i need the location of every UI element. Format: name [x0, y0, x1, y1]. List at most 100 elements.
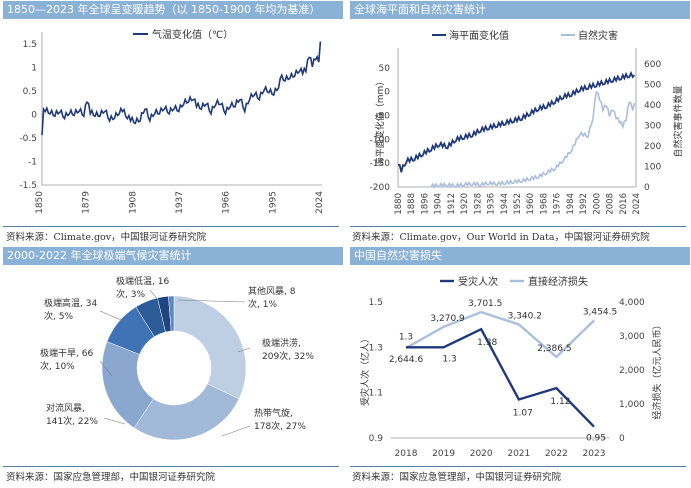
x-tick-label: 1952	[513, 193, 523, 215]
y-tick-label: 0	[31, 110, 37, 120]
slice-label-line2: 次, 1%	[248, 298, 277, 310]
y-left-tick-label: -150	[370, 159, 391, 169]
x-tick-label: 1936	[487, 193, 497, 215]
x-tick-label: 2016	[619, 193, 629, 215]
x-tick-label: 2021	[507, 449, 530, 459]
extreme-panel-title: 2000-2022 年全球极端气候灾害统计	[3, 247, 343, 265]
extreme-source: 资料来源：国家应急管理部，中国银河证券研究院	[6, 472, 216, 483]
x-tick-label: 1912	[447, 193, 457, 215]
temperature-series-line	[41, 41, 322, 136]
legend-label-sea: 海平面变化值	[449, 29, 509, 42]
slice-label-line1: 极端低温, 16	[116, 275, 169, 287]
y-tick-label: 1	[31, 63, 37, 73]
legend-label-loss: 直接经济损失	[528, 275, 588, 288]
leader-line	[149, 289, 159, 301]
loss-data-label: 3,270.9	[430, 314, 465, 324]
x-tick-label: 2019	[432, 449, 455, 459]
loss-data-label: 3,454.5	[583, 308, 617, 318]
legend-label: 气温变化值（℃）	[152, 28, 233, 41]
y-right-tick-label: 0	[619, 434, 625, 444]
leader-line	[237, 347, 251, 353]
x-tick-label: 1995	[268, 191, 278, 214]
slice-flood	[173, 295, 247, 400]
slice-label-line1: 极端干旱, 66	[40, 347, 93, 359]
x-tick-label: 1920	[460, 193, 470, 215]
x-tick-label: 1976	[553, 193, 563, 215]
loss-data-label: 2,386.5	[537, 344, 571, 354]
leader-line	[103, 417, 126, 425]
y-tick-label: 0.5	[23, 87, 37, 97]
slice-label-line2: 次, 3%	[116, 288, 145, 300]
y-right-tick-label: 400	[644, 101, 661, 111]
y-left-tick-label: 1.1	[369, 389, 383, 399]
x-tick-label: 2024	[315, 191, 325, 214]
y-left-axis-label: 海平面变化值（mm）	[374, 77, 386, 167]
people-data-label: 1.07	[513, 408, 533, 418]
x-tick-label: 2018	[395, 449, 418, 459]
y-right-tick-label: 1,000	[619, 400, 645, 410]
y-tick-label: -0.5	[19, 134, 37, 144]
x-tick-label: 1888	[407, 193, 417, 215]
x-tick-label: 1992	[579, 193, 589, 215]
slice-label-line1: 极端洪涝,	[262, 337, 301, 349]
y-left-tick-label: -200	[370, 183, 391, 193]
y-right-tick-label: 300	[644, 122, 661, 132]
y-right-axis-label: 自然灾害事件数量	[672, 85, 684, 157]
x-tick-label: 1880	[394, 193, 404, 215]
loss-panel-title: 中国自然灾害损失	[350, 247, 690, 265]
y-left-tick-label: 50	[379, 64, 391, 74]
x-tick-label: 1904	[434, 193, 444, 215]
extreme-chart: 极端洪涝,209次, 32% 热带气旋,178次, 27% 对流风暴,141次, 2…	[40, 275, 314, 441]
leader-line	[99, 360, 113, 377]
people-data-label: 0.95	[586, 434, 606, 444]
x-tick-label: 2020	[470, 449, 493, 459]
y-left-tick-label: 1.5	[369, 298, 383, 308]
divider	[350, 226, 686, 227]
y-right-tick-label: 500	[644, 81, 661, 91]
y-right-axis-label: 经济损失（亿元人民币）	[651, 320, 663, 419]
people-data-label: 1.38	[477, 338, 497, 348]
disasters-series-line	[430, 90, 636, 189]
y-tick-label: 1.5	[23, 40, 37, 50]
y-left-axis-label: 受灾人次（亿人）	[359, 334, 371, 406]
y-tick-label: -1	[28, 157, 37, 167]
slice-label-line1: 极端高温, 34	[44, 297, 97, 309]
x-tick-label: 1937	[175, 191, 185, 214]
slice-cyclone	[133, 383, 240, 441]
people-data-label: 1.3	[399, 332, 413, 342]
sea-chart: -200-150-100-500500100200300400500600188…	[370, 29, 684, 215]
x-tick-label: 1960	[526, 193, 536, 215]
y-left-tick-label: 0	[384, 88, 390, 98]
people-data-label: 1.3	[442, 354, 456, 364]
x-tick-label: 2024	[632, 193, 642, 215]
x-tick-label: 2000	[592, 193, 602, 215]
x-tick-label: 2022	[545, 449, 568, 459]
x-tick-label: 1968	[539, 193, 549, 215]
slice-label-line2: 次, 10%	[40, 360, 75, 372]
loss-source: 资料来源：国家应急管理部，中国银河证券研究院	[352, 472, 562, 483]
leader-line	[221, 425, 251, 437]
x-tick-label: 1966	[222, 191, 232, 214]
y-right-tick-label: 600	[644, 60, 661, 70]
slice-label-line2: 次, 5%	[44, 310, 73, 322]
y-left-tick-label: -50	[375, 112, 390, 122]
slice-other	[168, 295, 175, 332]
y-tick-label: -1.5	[19, 181, 37, 191]
slice-label-line2: 209次, 32%	[262, 350, 314, 362]
affected-people-line	[406, 327, 595, 428]
y-right-tick-label: 3,000	[619, 332, 645, 342]
temp-panel-title: 1850—2023 年全球呈变暖趋势（以 1850-1900 年均为基准）	[3, 1, 343, 19]
divider	[3, 466, 339, 467]
sea-level-series-line	[397, 70, 636, 173]
legend-label-disasters: 自然灾害	[578, 29, 618, 42]
x-tick-label: 2023	[583, 449, 606, 459]
x-tick-label: 1850	[35, 191, 45, 214]
x-tick-label: 1908	[128, 191, 138, 214]
slice-label-line2: 141次, 22%	[46, 415, 98, 427]
y-right-tick-label: 100	[644, 163, 661, 173]
sea-panel-title: 全球海平面和自然灾害统计	[350, 1, 690, 19]
leader-line	[99, 310, 127, 323]
slice-label-line1: 热带气旋,	[254, 407, 293, 419]
slice-label-line1: 其他风暴, 8	[248, 285, 296, 297]
divider	[3, 226, 339, 227]
